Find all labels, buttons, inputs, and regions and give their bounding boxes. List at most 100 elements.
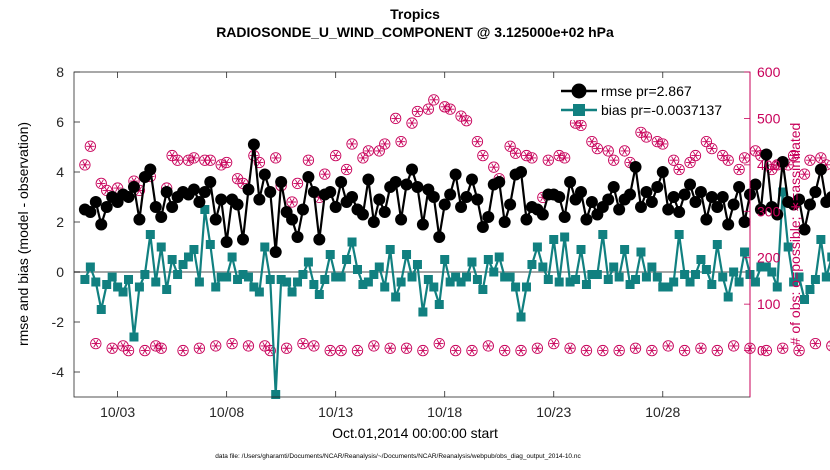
obs-assimilated-marker bbox=[811, 339, 820, 348]
obs-assimilated-marker bbox=[642, 133, 651, 141]
obs-assimilated-marker bbox=[157, 344, 166, 353]
obs-possible-marker bbox=[542, 154, 554, 166]
obs-possible-marker bbox=[553, 149, 565, 162]
obs-markers bbox=[79, 94, 830, 357]
rmse-point bbox=[564, 176, 577, 188]
rmse-point bbox=[727, 198, 740, 211]
bias-point bbox=[102, 280, 112, 289]
obs-assimilated-marker bbox=[582, 346, 591, 355]
rmse-point bbox=[231, 198, 244, 211]
bias-point bbox=[336, 272, 346, 282]
obs-assimilated-marker bbox=[789, 151, 798, 160]
legend-box bbox=[558, 78, 742, 120]
obs-possible-marker bbox=[106, 342, 118, 354]
rmse-point bbox=[694, 186, 707, 198]
obs-possible-marker bbox=[439, 101, 451, 113]
obs-assimilated-marker bbox=[560, 154, 569, 162]
obs-possible-marker bbox=[597, 344, 609, 357]
bias-point bbox=[652, 272, 662, 282]
bias-point bbox=[233, 275, 243, 284]
obs-possible-marker bbox=[515, 344, 527, 357]
obs-possible-marker bbox=[319, 168, 331, 180]
obs-assimilated-marker bbox=[620, 147, 629, 155]
rmse-point bbox=[247, 138, 260, 151]
rmse-point bbox=[400, 178, 413, 191]
bias-point bbox=[571, 275, 581, 284]
bias-point bbox=[756, 262, 766, 272]
x-tick-label: 10/28 bbox=[645, 404, 680, 420]
rmse-point bbox=[705, 191, 718, 203]
bias-point bbox=[685, 277, 695, 287]
rmse-point bbox=[215, 193, 228, 206]
obs-assimilated-marker bbox=[86, 142, 95, 151]
bias-point bbox=[538, 262, 548, 272]
obs-possible-marker bbox=[188, 152, 200, 164]
bias-point bbox=[641, 272, 651, 282]
obs-possible-marker bbox=[548, 337, 560, 350]
bias-point bbox=[227, 252, 237, 262]
bias-point bbox=[331, 272, 341, 282]
obs-assimilated-marker bbox=[124, 346, 133, 355]
bias-point bbox=[581, 280, 591, 289]
bias-point bbox=[363, 277, 373, 287]
obs-possible-marker bbox=[613, 344, 625, 357]
y-tick-label-right: 500 bbox=[757, 110, 781, 126]
bias-point bbox=[723, 292, 733, 302]
bias-point bbox=[369, 270, 379, 279]
bias-point bbox=[374, 262, 384, 272]
obs-possible-marker bbox=[449, 344, 462, 357]
obs-assimilated-marker bbox=[424, 105, 433, 114]
obs-assimilated-marker bbox=[407, 119, 417, 127]
bias-point bbox=[134, 282, 144, 292]
bias-point bbox=[352, 265, 362, 274]
obs-possible-marker bbox=[308, 340, 320, 352]
x-axis-label: Oct.01,2014 00:00:00 start bbox=[332, 425, 498, 441]
rmse-point bbox=[640, 186, 653, 198]
y-tick-label-left: -2 bbox=[52, 314, 65, 330]
rmse-point bbox=[476, 221, 489, 233]
obs-possible-marker bbox=[804, 154, 816, 166]
obs-assimilated-marker bbox=[794, 346, 804, 355]
obs-possible-marker bbox=[411, 105, 424, 118]
obs-possible-marker bbox=[400, 342, 413, 354]
obs-assimilated-marker bbox=[391, 114, 400, 123]
rmse-point bbox=[689, 196, 702, 208]
bias-point bbox=[162, 285, 172, 294]
obs-possible-marker bbox=[335, 344, 347, 357]
bias-point bbox=[500, 272, 510, 282]
y-tick-label-left: 4 bbox=[56, 164, 64, 180]
bias-point bbox=[598, 230, 608, 239]
bias-point bbox=[603, 275, 613, 284]
rmse-point bbox=[575, 186, 587, 198]
bias-point bbox=[761, 262, 771, 272]
obs-assimilated-marker bbox=[364, 147, 373, 155]
bias-point bbox=[189, 245, 199, 254]
rmse-point bbox=[237, 233, 249, 246]
rmse-point bbox=[814, 163, 827, 176]
rmse-point bbox=[406, 163, 418, 176]
obs-possible-marker bbox=[330, 149, 342, 162]
bias-point bbox=[151, 277, 161, 287]
obs-assimilated-marker bbox=[244, 342, 253, 350]
rmse-point bbox=[389, 176, 402, 188]
x-tick-label: 10/13 bbox=[318, 404, 353, 420]
bias-point bbox=[293, 277, 303, 287]
obs-possible-marker bbox=[362, 145, 375, 157]
obs-possible-marker bbox=[668, 154, 680, 166]
rmse-point bbox=[335, 176, 348, 188]
obs-assimilated-marker bbox=[664, 342, 673, 350]
obs-possible-marker bbox=[809, 337, 822, 350]
rmse-point bbox=[771, 208, 784, 221]
obs-possible-marker bbox=[389, 112, 402, 125]
bias-point bbox=[658, 282, 668, 292]
bias-point bbox=[298, 270, 308, 279]
obs-possible-marker bbox=[689, 149, 702, 162]
rmse-point bbox=[536, 208, 549, 221]
rmse-point bbox=[662, 203, 675, 216]
bias-point bbox=[178, 260, 188, 269]
y-tick-label-right: 200 bbox=[757, 250, 781, 266]
rmse-point bbox=[329, 201, 342, 213]
obs-possible-marker bbox=[504, 140, 516, 152]
rmse-point bbox=[291, 231, 304, 243]
obs-assimilated-marker bbox=[358, 154, 368, 162]
